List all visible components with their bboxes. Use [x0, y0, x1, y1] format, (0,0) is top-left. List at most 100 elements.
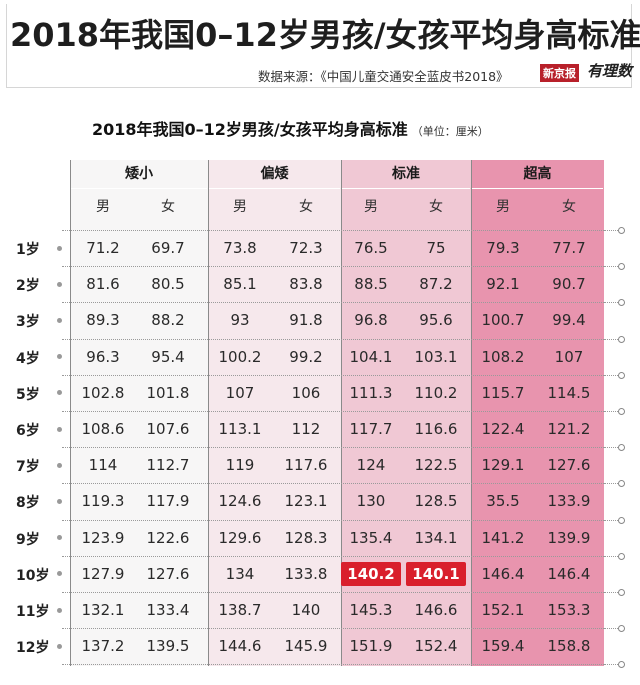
table-cell: 108.2 — [481, 347, 525, 366]
row-end-marker — [618, 588, 625, 596]
row-end-marker — [618, 444, 625, 452]
row-marker — [57, 245, 62, 251]
row-marker — [57, 571, 62, 577]
table-cell: 99.4 — [552, 311, 586, 330]
table-cell: 89.3 — [86, 311, 120, 330]
row-end-marker — [618, 625, 625, 633]
table-cell: 101.8 — [146, 383, 190, 402]
table-cell: 119.3 — [81, 492, 125, 511]
table-cell: 75 — [426, 239, 446, 257]
row-label-age: 4岁 — [16, 350, 40, 367]
table-cell: 137.2 — [81, 637, 125, 656]
row-label-age: 12岁 — [16, 640, 50, 657]
band-divider — [341, 160, 342, 666]
table-cell: 128.3 — [284, 528, 328, 547]
youlishu-logo: 有理数 — [587, 62, 633, 80]
band-divider — [70, 160, 71, 666]
table-cell: 73.8 — [223, 239, 257, 257]
table-cell: 152.4 — [414, 637, 458, 656]
sex-header-female: 女 — [429, 199, 443, 215]
xinjingbao-logo: 新京报 — [540, 64, 579, 82]
table-cell: 88.2 — [151, 311, 185, 330]
row-tick — [604, 410, 618, 412]
table-cell: 108.6 — [81, 420, 125, 438]
table-cell: 117.7 — [349, 420, 393, 438]
row-marker — [57, 281, 62, 287]
row-tick — [604, 338, 618, 340]
row-divider — [62, 410, 604, 412]
table-cell: 115.7 — [481, 383, 525, 402]
band-below-average — [208, 160, 341, 666]
row-label-age: 5岁 — [16, 386, 40, 403]
category-underline — [472, 188, 603, 189]
table-cell: 87.2 — [419, 275, 453, 294]
row-marker — [57, 462, 62, 468]
row-end-marker — [618, 552, 625, 560]
table-cell: 112.7 — [146, 456, 190, 475]
table-cell: 88.5 — [354, 275, 388, 294]
row-end-marker — [618, 661, 625, 669]
category-standard: 标准 — [392, 166, 420, 182]
table-cell: 122.6 — [146, 528, 190, 547]
table-cell: 145.9 — [284, 637, 328, 656]
table-cell: 151.9 — [349, 637, 393, 656]
table-cell: 116.6 — [414, 420, 458, 438]
table-cell: 110.2 — [414, 383, 458, 402]
table-cell: 112 — [291, 420, 321, 438]
table-cell: 144.6 — [218, 637, 262, 656]
table-title-text: 2018年我国0–12岁男孩/女孩平均身高标准 — [92, 120, 408, 139]
row-divider — [62, 447, 604, 449]
row-divider — [62, 302, 604, 304]
sex-header-female: 女 — [562, 199, 576, 215]
table-cell: 119 — [225, 456, 255, 475]
table-cell: 152.1 — [481, 601, 525, 619]
row-divider — [62, 591, 604, 593]
table-cell: 95.4 — [151, 347, 185, 366]
table-cell: 90.7 — [552, 275, 586, 294]
row-end-marker — [618, 335, 625, 343]
row-tick — [604, 664, 618, 666]
table-cell: 35.5 — [486, 492, 520, 511]
row-divider — [62, 664, 604, 666]
table-cell: 91.8 — [289, 311, 323, 330]
table-cell: 123.9 — [81, 528, 125, 547]
row-tick — [604, 519, 618, 521]
row-divider — [62, 519, 604, 521]
row-label-age: 3岁 — [16, 314, 40, 331]
table-cell: 134 — [225, 564, 255, 583]
table-cell: 80.5 — [151, 275, 185, 294]
row-divider — [62, 555, 604, 557]
header-frame — [6, 4, 632, 88]
row-end-marker — [618, 371, 625, 379]
table-cell: 146.6 — [414, 601, 458, 619]
row-end-marker — [618, 407, 625, 415]
table-cell: 140.1 — [412, 564, 460, 583]
category-short: 矮小 — [125, 166, 153, 182]
row-tick — [604, 230, 618, 231]
row-marker — [57, 390, 62, 396]
sex-header-male: 男 — [496, 199, 510, 215]
band-tall — [471, 160, 604, 666]
table-cell: 104.1 — [349, 347, 393, 366]
category-underline — [209, 188, 340, 189]
row-tick — [604, 628, 618, 630]
row-divider — [62, 230, 604, 231]
table-cell: 159.4 — [481, 637, 525, 656]
table-cell: 132.1 — [81, 601, 125, 619]
row-divider — [62, 266, 604, 268]
highlight-badge — [341, 561, 401, 586]
table-cell: 111.3 — [349, 383, 393, 402]
row-label-age: 6岁 — [16, 423, 40, 439]
sex-header-male: 男 — [233, 199, 247, 215]
table-cell: 96.8 — [354, 311, 388, 330]
table-cell: 145.3 — [349, 601, 393, 619]
row-tick — [604, 266, 618, 268]
table-cell: 99.2 — [289, 347, 323, 366]
table-cell: 96.3 — [86, 347, 120, 366]
row-end-marker — [618, 299, 625, 307]
table-cell: 79.3 — [486, 239, 520, 257]
table-cell: 124 — [356, 456, 386, 475]
source-note: 数据来源：《中国儿童交通安全蓝皮书2018》 — [258, 69, 509, 84]
table-cell: 127.6 — [146, 564, 190, 583]
table-cell: 139.5 — [146, 637, 190, 656]
